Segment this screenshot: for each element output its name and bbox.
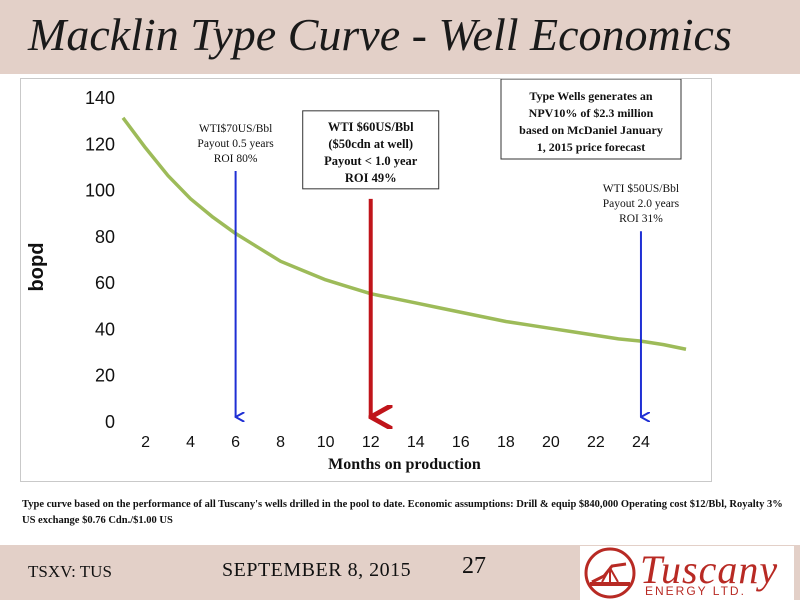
x-tick-label: 22 [587,434,605,451]
chart-frame: 0 20 40 60 80 100 120 140 2 4 6 8 10 12 14 16 18 20 22 24 bo… [20,78,712,482]
x-tick-label: 24 [632,434,650,451]
npv-annotation-text: NPV10% of $2.3 million [529,106,654,120]
scenario-label-text: Payout < 1.0 year [324,154,418,168]
y-tick-label: 140 [85,88,115,108]
y-tick-label: 0 [105,412,115,432]
x-tick-label: 18 [497,434,515,451]
scenario-label-text: ROI 49% [345,171,397,185]
x-axis-title: Months on production [328,456,481,473]
y-tick-label: 80 [95,227,115,247]
scenario-label-text: ROI 31% [619,213,663,225]
npv-annotation-text: Type Wells generates an [529,89,653,103]
economic-assumptions-footnote: Type curve based on the performance of a… [22,499,783,526]
logo-wordmark: Tuscany [640,547,779,592]
npv-annotation-text: based on McDaniel January [519,123,663,137]
scenario-label-text: WTI $60US/Bbl [328,120,414,134]
page-number: 27 [462,553,486,579]
x-tick-label: 6 [231,434,240,451]
y-tick-label: 60 [95,273,115,293]
npv-annotation-box [500,79,682,160]
scenario-label-box [302,110,440,190]
x-tick-label: 10 [317,434,335,451]
y-tick-label: 100 [85,181,115,201]
x-tick-label: 20 [542,434,560,451]
type-curve-line [121,116,687,351]
y-axis-title: bopd [26,243,48,292]
y-tick-label: 40 [95,319,115,339]
y-tick-label: 20 [95,366,115,386]
company-logo [580,546,794,600]
scenario-label-text: WTI$70US/Bbl [199,122,272,135]
x-tick-label: 8 [276,434,285,451]
x-tick-label: 2 [141,434,150,451]
scenario-label-text: Payout 2.0 years [603,198,680,210]
scenario-label-text: WTI $50US/Bbl [603,182,679,195]
scenario-label-text: ($50cdn at well) [328,137,413,151]
presentation-date: SEPTEMBER 8, 2015 [222,559,412,581]
x-tick-label: 4 [186,434,195,451]
y-tick-label: 120 [85,134,115,154]
x-tick-label: 16 [452,434,470,451]
oil-derrick-icon [584,547,636,599]
x-tick-label: 14 [407,434,425,451]
ticker-label: TSXV: TUS [28,562,112,581]
scenario-label-text: Payout 0.5 years [197,138,274,150]
npv-annotation-text: 1, 2015 price forecast [537,140,645,154]
x-tick-label: 12 [362,434,380,451]
page-title: Macklin Type Curve - Well Economics [28,9,732,60]
logo-subtitle: ENERGY LTD. [645,584,746,598]
title-band [0,0,800,74]
scenario-label-text: ROI 80% [214,153,258,165]
